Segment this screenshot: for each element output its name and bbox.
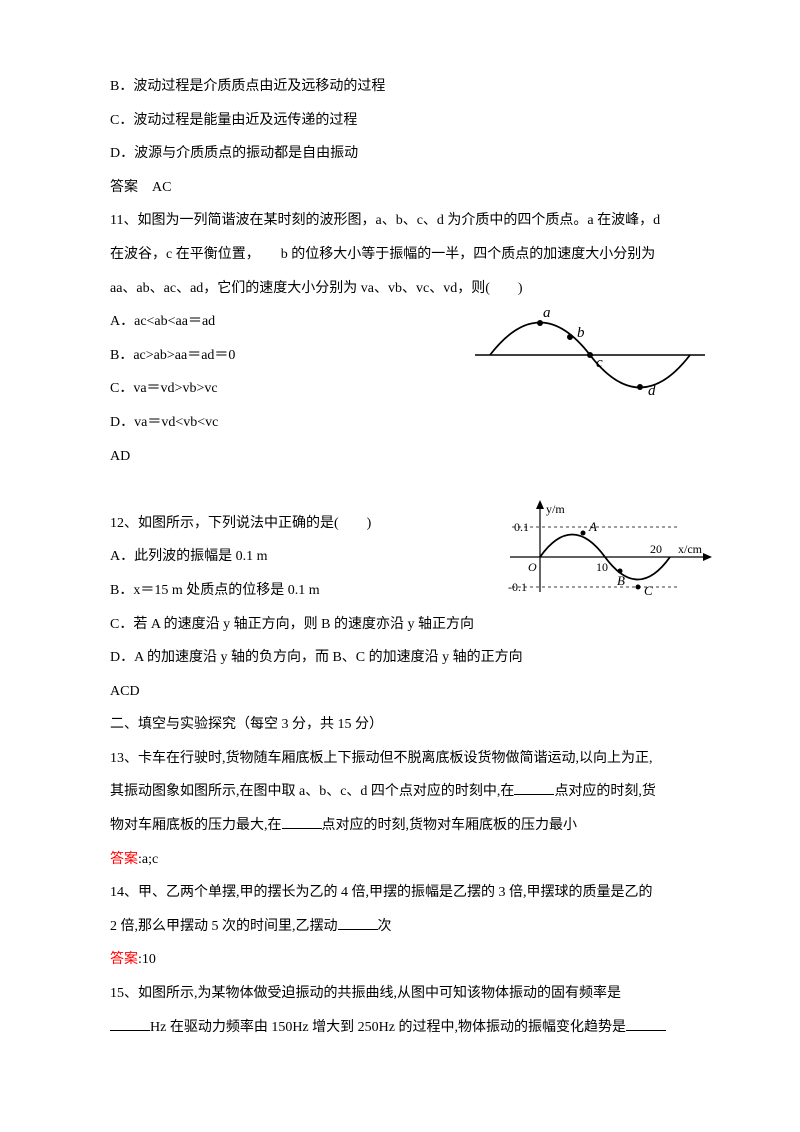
q11-option-a: A．ac<ab<aa＝ad	[110, 305, 690, 339]
q12-option-c: C．若 A 的速度沿 y 轴正方向，则 B 的速度亦沿 y 轴正方向	[110, 608, 690, 642]
q13-answer: 答案:a;c	[110, 843, 690, 877]
q11-option-d: D．va＝vd<vb<vc	[110, 406, 690, 440]
blank-field[interactable]	[110, 1016, 150, 1031]
q14-line1: 14、甲、乙两个单摆,甲的摆长为乙的 4 倍,甲摆的振幅是乙摆的 3 倍,甲摆球…	[110, 876, 690, 910]
q10-option-c: C．波动过程是能量由近及远传递的过程	[110, 104, 690, 138]
q12-stem: 12、如图所示，下列说法中正确的是( ) y/m x/cm 0.1 -0.1 O…	[110, 507, 690, 541]
q12-option-b: B．x＝15 m 处质点的位移是 0.1 m	[110, 574, 690, 608]
q15-line2: Hz 在驱动力频率由 150Hz 增大到 250Hz 的过程中,物体振动的振幅变…	[110, 1011, 690, 1045]
q15-line2-b: Hz 在驱动力频率由 150Hz 增大到 250Hz 的过程中,物体振动的振幅变…	[150, 1020, 626, 1035]
q14-line2-b: 次	[378, 919, 392, 934]
q14-line2: 2 倍,那么甲摆动 5 次的时间里,乙摆动 次	[110, 910, 690, 944]
section2-title: 二、填空与实验探究（每空 3 分，共 15 分）	[110, 708, 690, 742]
blank-field[interactable]	[626, 1016, 666, 1031]
q14-line2-a: 2 倍,那么甲摆动 5 次的时间里,乙摆动	[110, 919, 338, 934]
q11-stem-line2: 在波谷，c 在平衡位置， b 的位移大小等于振幅的一半，四个质点的加速度大小分别…	[110, 238, 690, 272]
q12-stem-text: 12、如图所示，下列说法中正确的是( )	[110, 516, 371, 531]
point-a: A	[588, 519, 597, 534]
q10-answer: 答案 AC	[110, 171, 690, 205]
q13-line3-b: 点对应的时刻,货物对车厢底板的压力最小	[322, 818, 578, 833]
q11-option-c: C．va＝vd>vb>vc	[110, 372, 690, 406]
q13-line2-a: 其振动图象如图所示,在图中取 a、b、c、d 四个点对应的时刻中,在	[110, 784, 514, 799]
answer-label: 答案	[110, 952, 138, 967]
q11-option-b: B．ac>ab>aa＝ad＝0	[110, 339, 690, 373]
y-axis-label: y/m	[546, 502, 565, 516]
q14-answer: 答案:10	[110, 943, 690, 977]
q10-option-d: D．波源与介质质点的振动都是自由振动	[110, 137, 690, 171]
q13-line2: 其振动图象如图所示,在图中取 a、b、c、d 四个点对应的时刻中,在 点对应的时刻…	[110, 775, 690, 809]
answer-label: 答案	[110, 852, 138, 867]
q13-line3-a: 物对车厢底板的压力最大,在	[110, 818, 282, 833]
answer-value: :a;c	[138, 852, 158, 867]
blank-field[interactable]	[282, 814, 322, 829]
q11-stem-line1: 11、如图为一列简谐波在某时刻的波形图，a、b、c、d 为介质中的四个质点。a …	[110, 204, 690, 238]
q15-line1: 15、如图所示,为某物体做受迫振动的共振曲线,从图中可知该物体振动的固有频率是	[110, 977, 690, 1011]
page-content: B．波动过程是介质质点由近及远移动的过程 C．波动过程是能量由近及远传递的过程 …	[0, 0, 800, 1084]
answer-value: :10	[138, 952, 156, 967]
blank-field[interactable]	[514, 780, 554, 795]
q12-answer: ACD	[110, 675, 690, 709]
ytick-pos: 0.1	[514, 520, 529, 534]
q13-line1: 13、卡车在行驶时,货物随车厢底板上下振动但不脱离底板设货物做简谐运动,以向上为…	[110, 742, 690, 776]
q10-option-b: B．波动过程是介质质点由近及远移动的过程	[110, 70, 690, 104]
q11-answer: AD	[110, 440, 690, 474]
q13-line3: 物对车厢底板的压力最大,在 点对应的时刻,货物对车厢底板的压力最小	[110, 809, 690, 843]
q13-line2-b: 点对应的时刻,货	[554, 784, 656, 799]
q12-option-a: A．此列波的振幅是 0.1 m	[110, 540, 690, 574]
q12-option-d: D．A 的加速度沿 y 轴的负方向，而 B、C 的加速度沿 y 轴的正方向	[110, 641, 690, 675]
blank-field[interactable]	[338, 915, 378, 930]
